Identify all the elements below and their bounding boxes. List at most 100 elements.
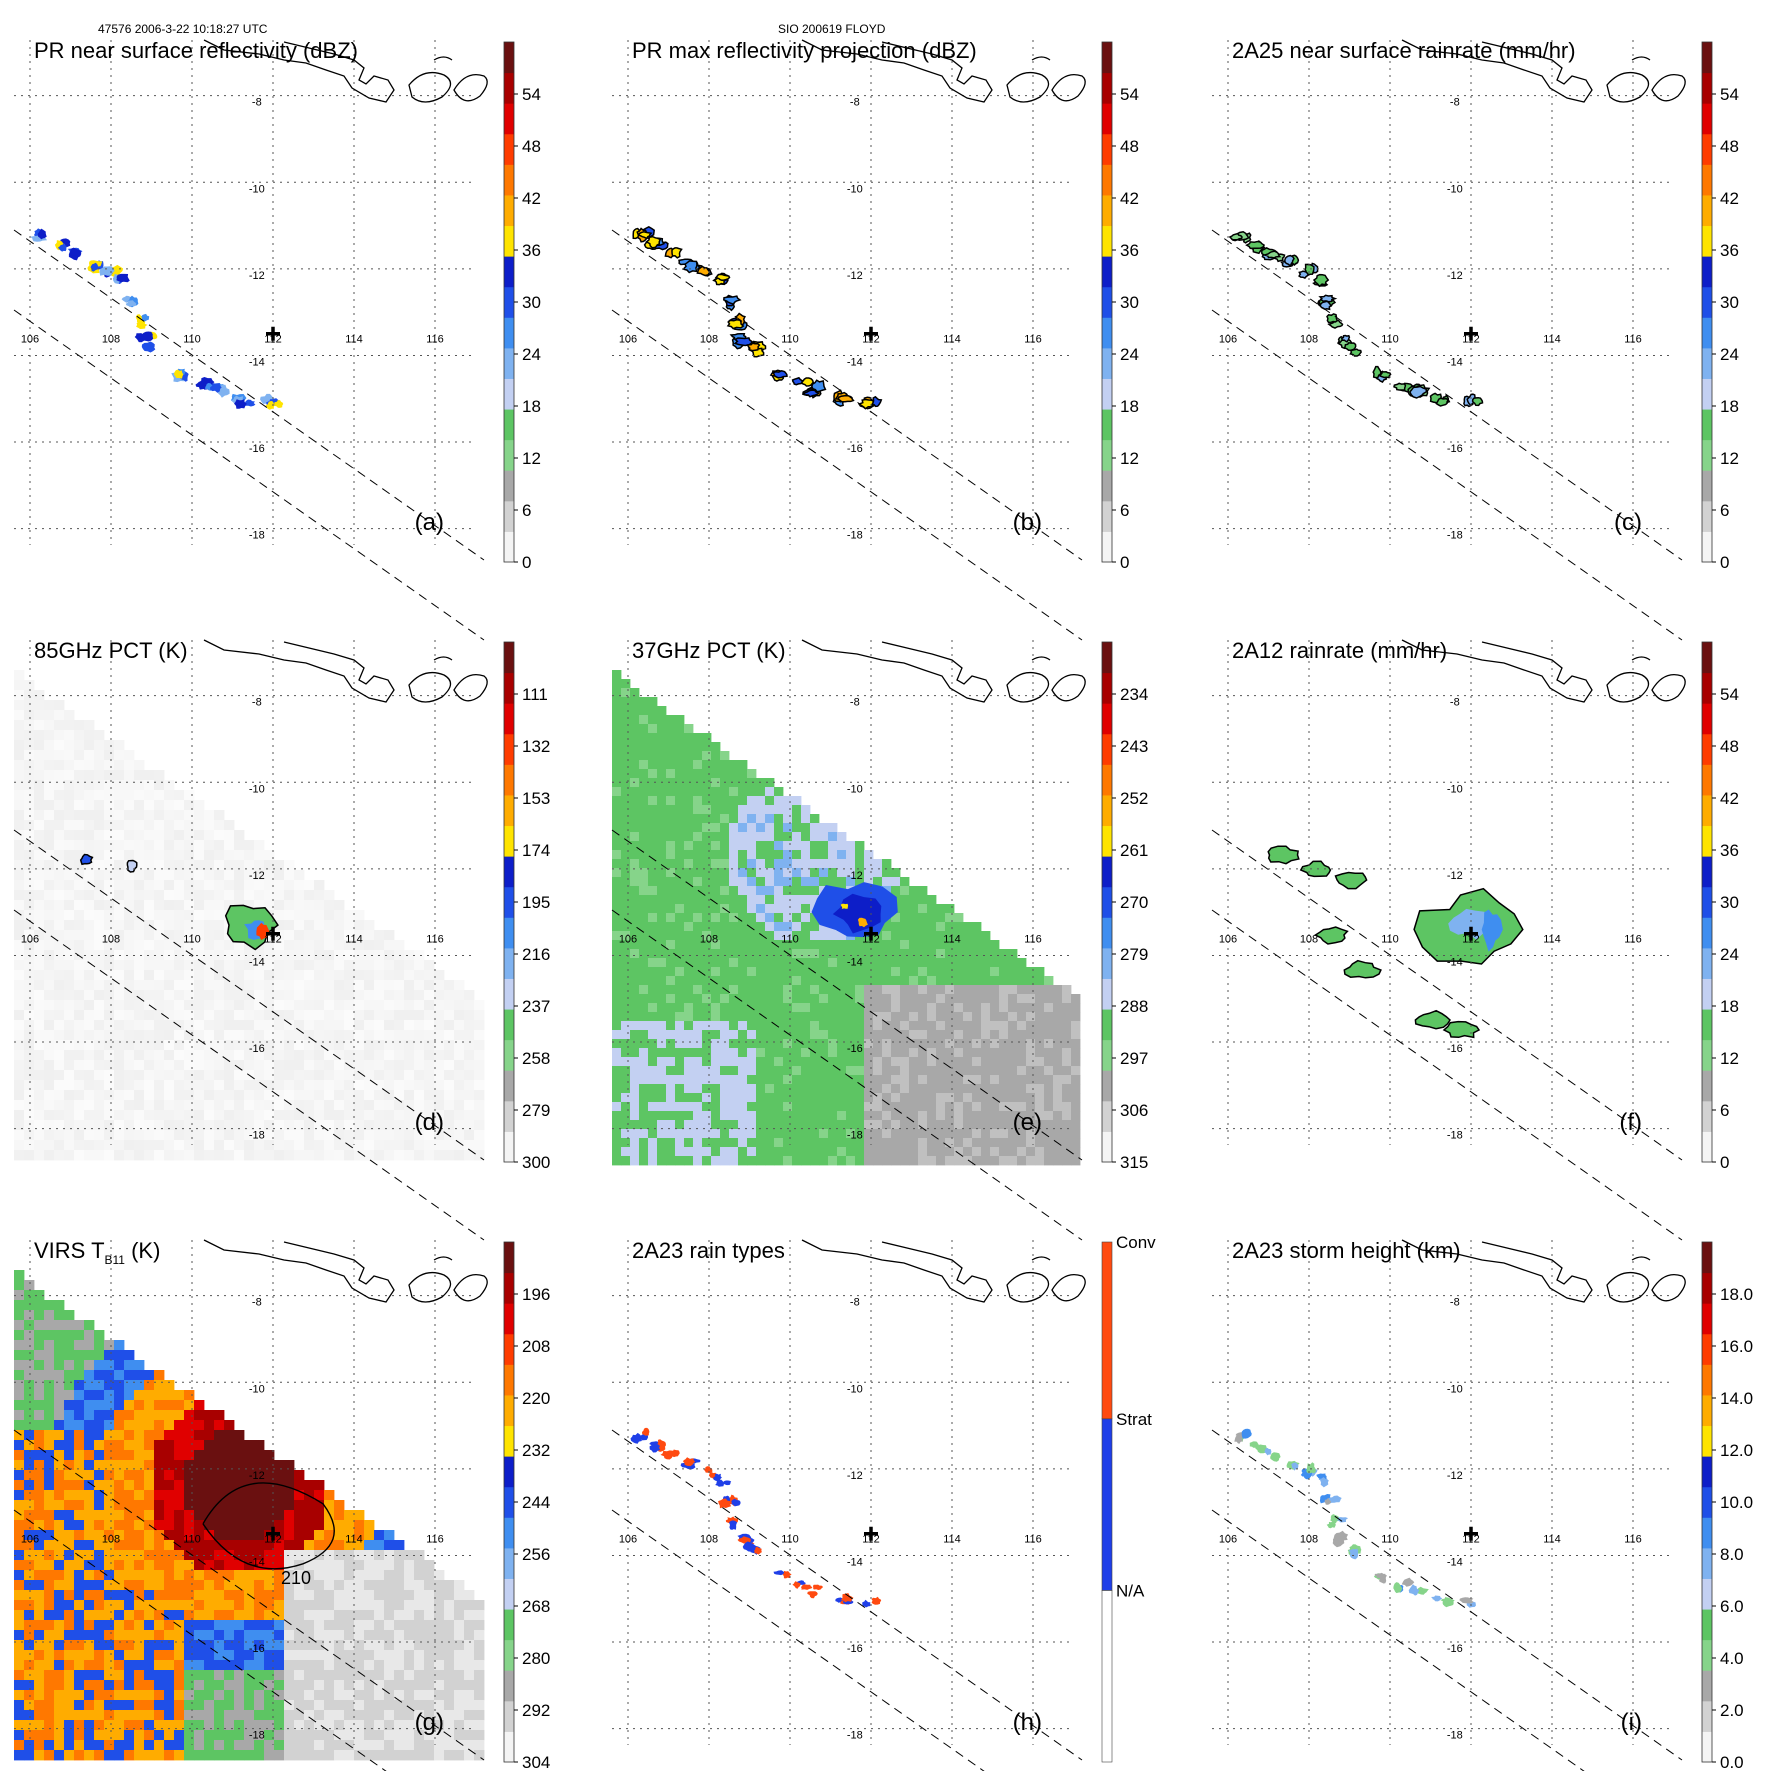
- swath-pixel: [354, 1050, 365, 1061]
- colorbar-segment: [1102, 256, 1112, 288]
- swath-pixel: [114, 1530, 125, 1541]
- coastline-lombok: [1651, 673, 1686, 702]
- swath-pixel: [234, 1140, 245, 1151]
- swath-pixel: [909, 1147, 919, 1157]
- swath-pixel: [909, 922, 919, 932]
- swath-pixel: [621, 904, 631, 914]
- swath-pixel: [837, 1147, 847, 1157]
- swath-pixel: [747, 1021, 757, 1031]
- swath-pixel: [738, 877, 748, 887]
- swath-pixel: [214, 1430, 225, 1441]
- swath-pixel: [954, 1039, 964, 1049]
- swath-pixel: [711, 1093, 721, 1103]
- swath-pixel: [936, 913, 946, 923]
- swath-pixel: [344, 1120, 355, 1131]
- swath-pixel: [224, 1580, 235, 1591]
- swath-pixel: [184, 1720, 195, 1731]
- swath-pixel: [214, 1000, 225, 1011]
- swath-pixel: [74, 1620, 85, 1631]
- swath-pixel: [354, 1030, 365, 1041]
- swath-pixel: [34, 1620, 45, 1631]
- swath-pixel: [792, 832, 802, 842]
- swath-pixel: [1026, 985, 1036, 995]
- swath-pixel: [104, 900, 115, 911]
- swath-pixel: [774, 1120, 784, 1130]
- swath-pixel: [424, 980, 435, 991]
- swath-pixel: [630, 922, 640, 932]
- swath-pixel: [434, 980, 445, 991]
- swath-pixel: [124, 800, 135, 811]
- swath-pixel: [792, 1066, 802, 1076]
- swath-pixel: [54, 830, 65, 841]
- swath-pixel: [729, 1066, 739, 1076]
- swath-pixel: [94, 1040, 105, 1051]
- swath-pixel: [684, 733, 694, 743]
- swath-pixel: [354, 1140, 365, 1151]
- swath-pixel: [765, 805, 775, 815]
- swath-pixel: [783, 1075, 793, 1085]
- swath-pixel: [174, 1610, 185, 1621]
- swath-pixel: [294, 900, 305, 911]
- swath-pixel: [304, 1080, 315, 1091]
- swath-pixel: [134, 900, 145, 911]
- swath-pixel: [104, 820, 115, 831]
- swath-pixel: [114, 760, 125, 771]
- lat-tick-label: -8: [850, 97, 860, 109]
- swath-pixel: [194, 920, 205, 931]
- swath-pixel: [765, 895, 775, 905]
- swath-pixel: [64, 830, 75, 841]
- swath-pixel: [154, 1470, 165, 1481]
- lon-tick-label: 116: [1624, 333, 1642, 345]
- swath-pixel: [927, 922, 937, 932]
- swath-pixel: [174, 1400, 185, 1411]
- swath-pixel: [954, 1003, 964, 1013]
- swath-pixel: [184, 1140, 195, 1151]
- swath-pixel: [54, 1660, 65, 1671]
- swath-pixel: [729, 886, 739, 896]
- swath-pixel: [774, 904, 784, 914]
- swath-pixel: [657, 769, 667, 779]
- swath-pixel: [164, 1490, 175, 1501]
- swath-pixel: [84, 730, 95, 741]
- swath-pixel: [837, 967, 847, 977]
- swath-pixel: [14, 840, 25, 851]
- swath-pixel: [945, 1147, 955, 1157]
- swath-pixel: [684, 841, 694, 851]
- swath-pixel: [154, 1090, 165, 1101]
- swath-pixel: [972, 931, 982, 941]
- swath-pixel: [454, 1030, 465, 1041]
- swath-pixel: [792, 940, 802, 950]
- swath-pixel: [24, 1340, 35, 1351]
- swath-pixel: [945, 976, 955, 986]
- swath-pixel: [24, 1420, 35, 1431]
- swath-pixel: [94, 960, 105, 971]
- swath-pixel: [214, 1480, 225, 1491]
- swath-pixel: [144, 1630, 155, 1641]
- swath-pixel: [954, 1147, 964, 1157]
- swath-pixel: [720, 787, 730, 797]
- swath-pixel: [711, 1084, 721, 1094]
- swath-pixel: [792, 850, 802, 860]
- swath-pixel: [194, 860, 205, 871]
- swath-pixel: [864, 1084, 874, 1094]
- swath-pixel: [44, 1130, 55, 1141]
- swath-pixel: [711, 742, 721, 752]
- swath-pixel: [44, 810, 55, 821]
- swath-pixel: [666, 850, 676, 860]
- swath-pixel: [909, 940, 919, 950]
- swath-pixel: [54, 1730, 65, 1741]
- rain-cell: [1319, 300, 1332, 311]
- swath-pixel: [675, 1138, 685, 1148]
- swath-pixel: [244, 1080, 255, 1091]
- swath-pixel: [756, 976, 766, 986]
- swath-pixel: [214, 1070, 225, 1081]
- swath-pixel: [194, 1670, 205, 1681]
- swath-pixel: [84, 1430, 95, 1441]
- colorbar-segment: [1702, 825, 1712, 857]
- swath-pixel: [74, 1390, 85, 1401]
- swath-pixel: [44, 1420, 55, 1431]
- swath-pixel: [990, 949, 1000, 959]
- swath-pixel: [801, 841, 811, 851]
- swath-pixel: [675, 1129, 685, 1139]
- colorbar-tick-label: 0: [1720, 1153, 1729, 1172]
